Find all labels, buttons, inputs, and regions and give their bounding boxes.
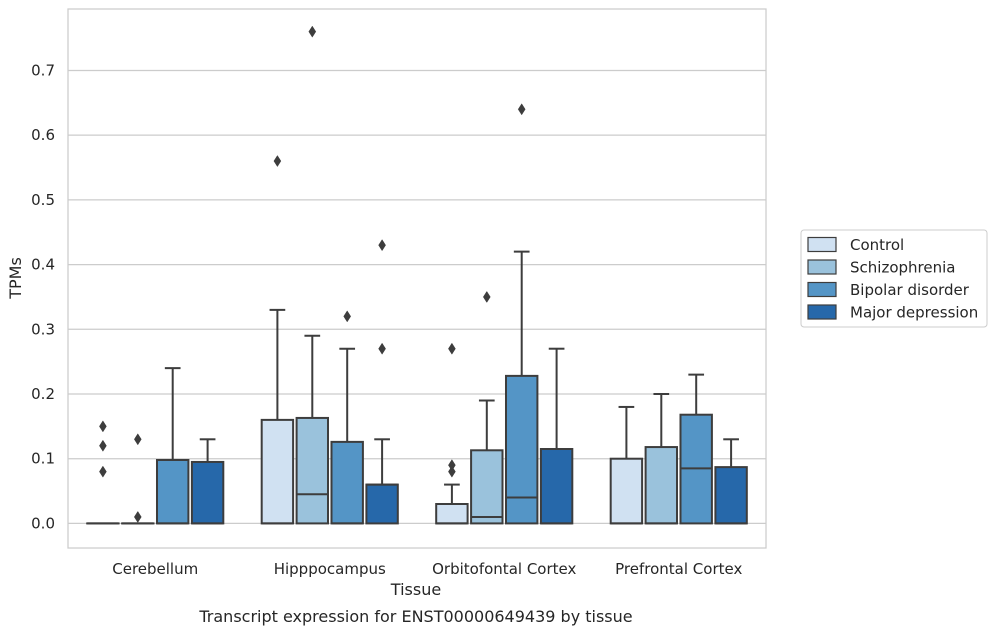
box-group bbox=[435, 103, 574, 525]
box-body bbox=[714, 466, 748, 525]
x-tick-label: Cerebellum bbox=[112, 560, 198, 578]
legend-swatch bbox=[807, 236, 837, 253]
outlier-point bbox=[483, 290, 491, 303]
box bbox=[190, 438, 225, 525]
box-body bbox=[190, 460, 225, 525]
legend-label: Schizophrenia bbox=[850, 259, 955, 277]
box bbox=[330, 310, 364, 525]
y-tick-label: 0.5 bbox=[31, 191, 55, 209]
y-tick-label: 0.6 bbox=[31, 126, 55, 144]
outlier-point bbox=[517, 103, 526, 116]
outlier-point bbox=[448, 342, 456, 355]
box bbox=[121, 433, 155, 525]
box bbox=[644, 393, 679, 525]
box bbox=[155, 367, 190, 525]
box bbox=[295, 25, 330, 525]
outlier-point bbox=[134, 433, 142, 446]
box bbox=[714, 438, 748, 525]
y-axis-title: TPMs bbox=[6, 257, 25, 300]
box bbox=[260, 155, 295, 525]
outlier-point bbox=[99, 465, 107, 478]
box-body bbox=[609, 457, 644, 525]
legend-label: Control bbox=[850, 236, 904, 254]
box-body bbox=[260, 418, 295, 525]
x-tick-label: Orbitofontal Cortex bbox=[432, 560, 576, 578]
box bbox=[539, 347, 574, 525]
box bbox=[470, 290, 504, 525]
y-tick-label: 0.0 bbox=[31, 514, 55, 532]
x-axis-ticks: Cerebellum Hipppocampus Orbitofontal Corte… bbox=[112, 560, 742, 578]
legend-label: Major depression bbox=[850, 304, 978, 322]
box bbox=[435, 342, 469, 525]
box-body bbox=[155, 459, 190, 525]
outlier-point bbox=[378, 342, 386, 355]
box bbox=[86, 420, 120, 525]
box-body bbox=[330, 440, 364, 525]
box bbox=[679, 373, 713, 525]
x-axis-title: Tissue bbox=[390, 580, 441, 599]
y-tick-label: 0.1 bbox=[31, 450, 55, 468]
outlier-point bbox=[448, 465, 456, 478]
y-tick-label: 0.2 bbox=[31, 385, 55, 403]
outlier-point bbox=[448, 459, 456, 472]
outlier-point bbox=[343, 310, 351, 323]
outlier-point bbox=[308, 25, 317, 38]
y-axis-ticks: 0.0 0.1 0.2 0.3 0.4 0.5 0.6 0.7 bbox=[31, 61, 55, 532]
box bbox=[504, 103, 539, 525]
y-tick-label: 0.7 bbox=[31, 61, 55, 79]
outlier-point bbox=[99, 420, 107, 433]
box-body bbox=[644, 446, 679, 525]
y-tick-label: 0.3 bbox=[31, 320, 55, 338]
outlier-point bbox=[378, 239, 386, 252]
box-group bbox=[86, 367, 225, 525]
legend-swatch bbox=[807, 281, 837, 298]
chart-caption: Transcript expression for ENST0000064943… bbox=[198, 607, 632, 626]
box-groups bbox=[86, 25, 748, 525]
x-tick-label: Hipppocampus bbox=[274, 560, 386, 578]
box-group bbox=[609, 373, 748, 525]
box-body bbox=[539, 448, 574, 525]
legend-swatch bbox=[807, 304, 837, 320]
box-body bbox=[470, 449, 504, 525]
box-body bbox=[295, 416, 330, 525]
box bbox=[365, 239, 399, 525]
outlier-point bbox=[134, 510, 142, 523]
box-group bbox=[260, 25, 399, 525]
box-body bbox=[365, 483, 399, 525]
legend-frame bbox=[800, 229, 988, 328]
box bbox=[609, 405, 644, 525]
box-body bbox=[504, 374, 539, 525]
legend-label: Bipolar disorder bbox=[850, 281, 970, 299]
y-tick-label: 0.4 bbox=[31, 256, 55, 274]
x-tick-label: Prefrontal Cortex bbox=[615, 560, 742, 578]
outlier-point bbox=[99, 439, 107, 452]
legend: Control Schizophrenia Bipolar disorder Majo… bbox=[800, 229, 988, 328]
outlier-point bbox=[273, 155, 282, 168]
legend-swatch bbox=[807, 259, 837, 275]
box-body bbox=[435, 503, 469, 525]
plot-frame bbox=[67, 8, 767, 549]
